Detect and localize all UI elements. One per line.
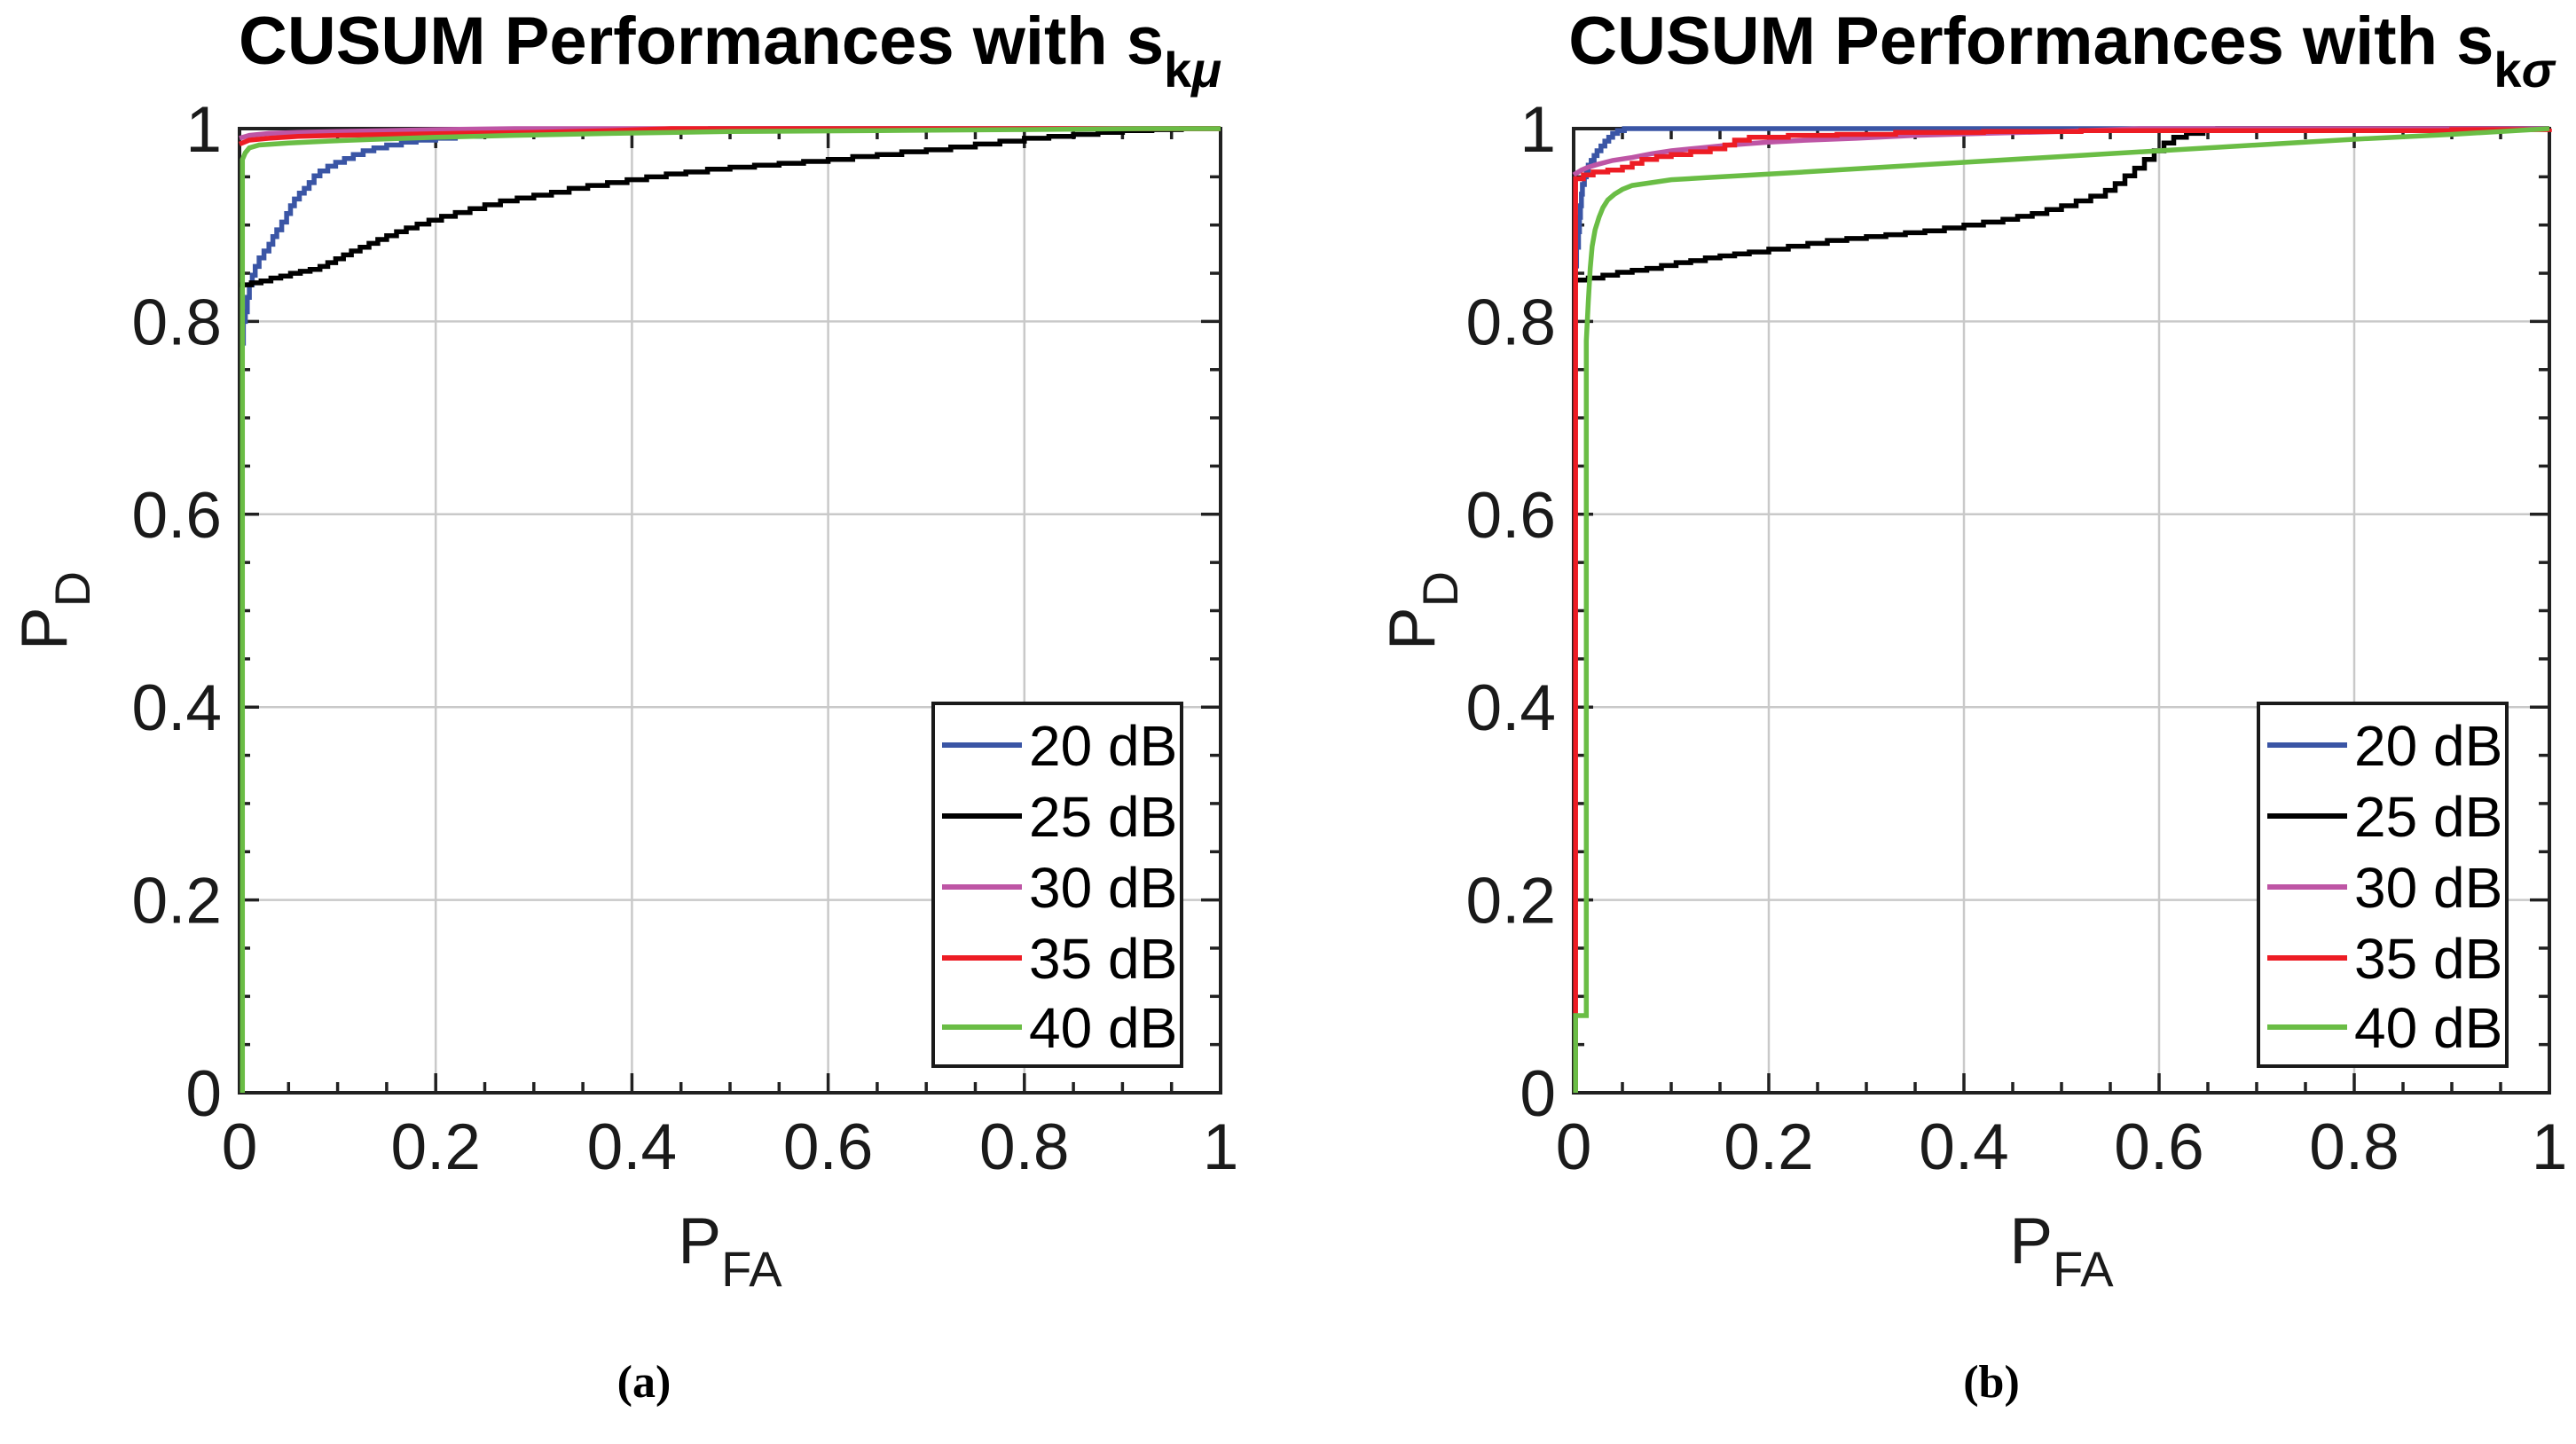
series-40-db (1573, 126, 2550, 1093)
series-40-db (240, 126, 1221, 1093)
legend-label: 20 dB (1029, 714, 1177, 778)
series-25-db (240, 126, 1221, 287)
y-axis-label: PD (1377, 571, 1468, 650)
y-tick-label: 0.8 (132, 286, 222, 358)
caption-a: (a) (617, 1357, 671, 1408)
x-tick-label: 0.8 (979, 1111, 1069, 1183)
y-tick-label: 0.6 (132, 480, 222, 552)
series-25-db (1574, 126, 2549, 283)
legend-label: 35 dB (1029, 927, 1177, 991)
series-35-db (238, 126, 1221, 146)
x-axis-label: PFA (2009, 1205, 2114, 1297)
series-group (238, 126, 1221, 1093)
x-tick-label: 0.2 (1724, 1111, 1813, 1183)
grid (240, 129, 1221, 1093)
chart-title: CUSUM Performances with skμ (239, 4, 1221, 98)
y-tick-label: 1 (185, 94, 222, 166)
tick-labels: 0 0.2 0.4 0.6 0.8 1 0 0.2 0.4 0.6 0.8 1 (132, 94, 1239, 1183)
x-tick-label: 0.4 (1919, 1111, 2008, 1183)
panel-b: 0 0.2 0.4 0.6 0.8 1 0 0.2 0.4 0.6 0.8 1 CUSUM Perfor… (1288, 0, 2576, 1444)
legend-label: 40 dB (1029, 996, 1177, 1060)
x-tick-label: 1 (1203, 1111, 1239, 1183)
legend-label: 25 dB (1029, 785, 1177, 849)
legend-label: 30 dB (2354, 856, 2502, 920)
legend-label: 30 dB (1029, 856, 1177, 920)
y-tick-label: 0 (185, 1058, 222, 1130)
y-tick-label: 0.8 (1466, 286, 1556, 358)
series-35-db (1573, 127, 2552, 1093)
y-axis-label: PD (9, 571, 100, 650)
x-tick-label: 0 (222, 1111, 258, 1183)
x-axis-label: PFA (678, 1205, 782, 1297)
x-tick-label: 0.6 (2114, 1111, 2203, 1183)
chart-title: CUSUM Performances with skσ (1568, 4, 2556, 98)
x-tick-label: 0.6 (783, 1111, 873, 1183)
y-tick-label: 0.4 (1466, 672, 1556, 744)
legend-label: 25 dB (2354, 785, 2502, 849)
y-tick-label: 0.6 (1466, 480, 1556, 552)
y-tick-label: 0.2 (132, 866, 222, 938)
x-tick-label: 0 (1556, 1111, 1592, 1183)
legend-label: 35 dB (2354, 927, 2502, 991)
y-tick-label: 0.2 (1466, 866, 1556, 938)
series-group (1572, 126, 2552, 1093)
y-tick-label: 0.4 (132, 672, 222, 744)
legend-label: 20 dB (2354, 714, 2502, 778)
caption-b: (b) (1963, 1357, 2020, 1408)
panel-a: 0 0.2 0.4 0.6 0.8 1 0 0.2 0.4 0.6 0.8 1 CUSUM Perfor… (9, 4, 1239, 1297)
y-tick-label: 0 (1520, 1058, 1556, 1130)
x-tick-label: 0.4 (587, 1111, 677, 1183)
x-tick-label: 0.2 (390, 1111, 480, 1183)
y-tick-label: 1 (1520, 94, 1556, 166)
x-tick-label: 1 (2532, 1111, 2568, 1183)
tick-labels: 0 0.2 0.4 0.6 0.8 1 0 0.2 0.4 0.6 0.8 1 (1466, 94, 2568, 1183)
legend-label: 40 dB (2354, 996, 2502, 1060)
series-30-db (239, 126, 1221, 141)
x-tick-label: 0.8 (2309, 1111, 2399, 1183)
